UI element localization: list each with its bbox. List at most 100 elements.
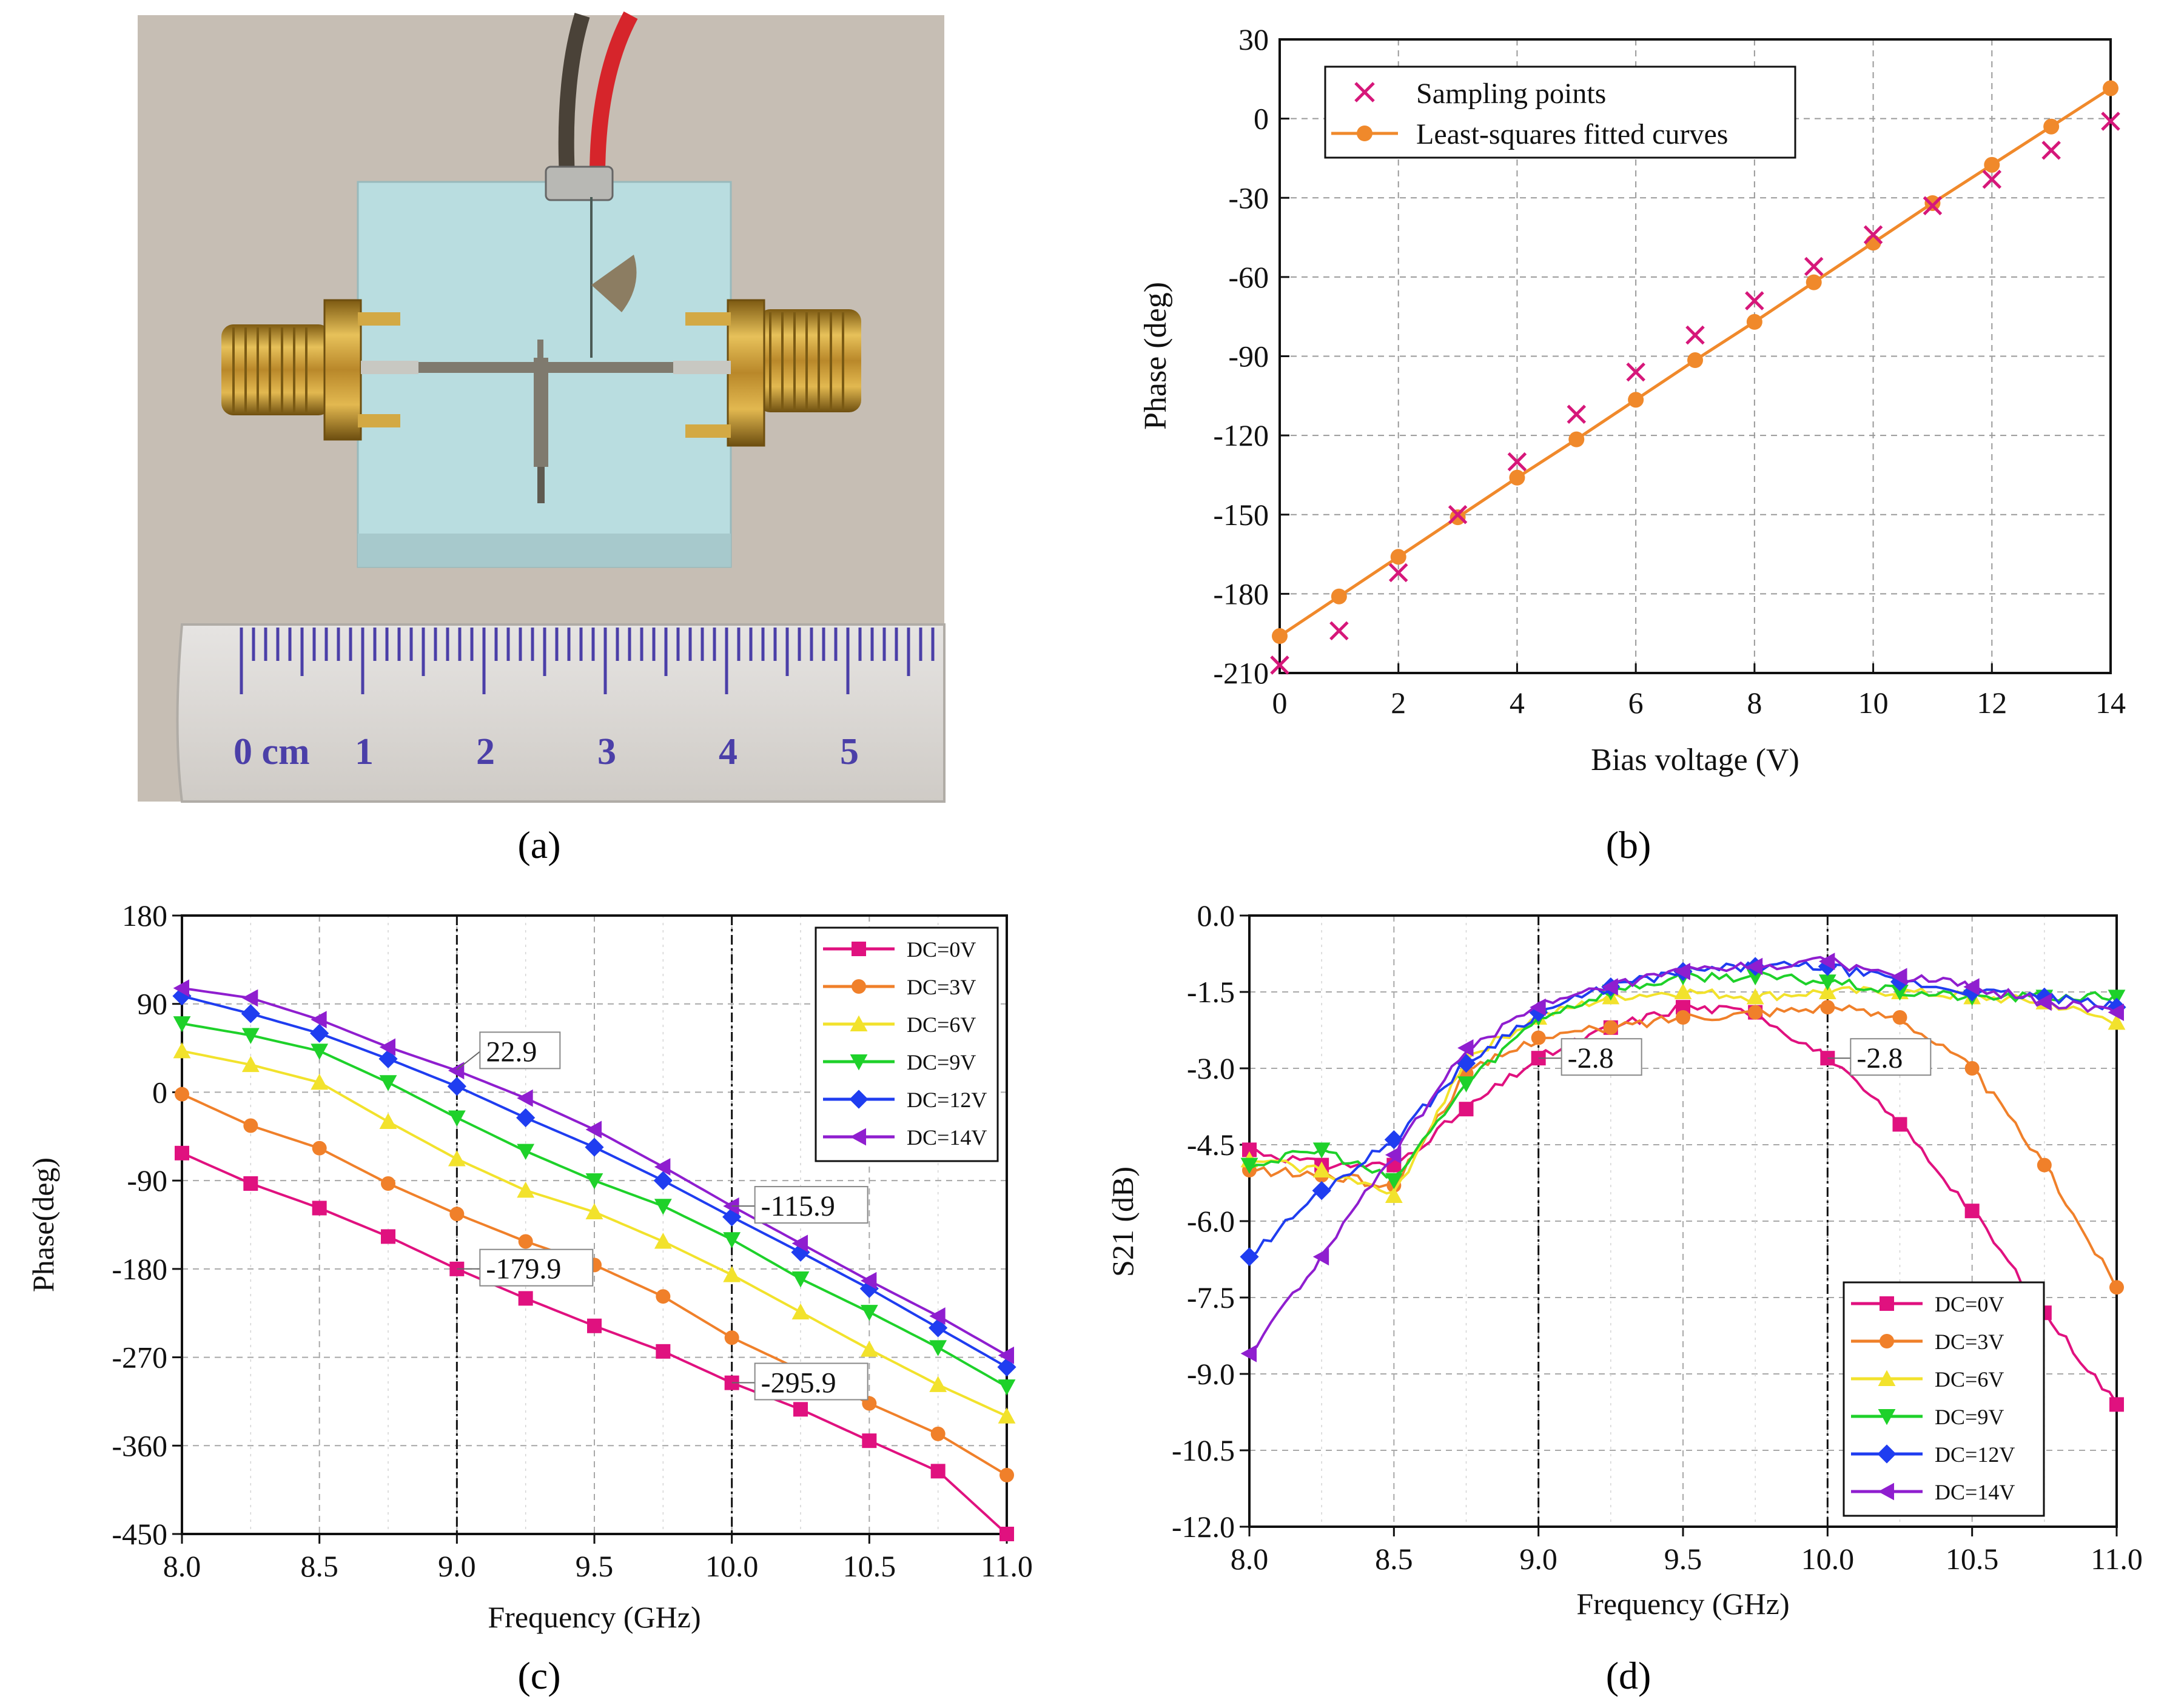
series-point (518, 1291, 533, 1306)
sampling-point (1567, 404, 1587, 424)
series-point (447, 1077, 466, 1096)
annotation-label: -115.9 (761, 1190, 835, 1222)
series-point (1964, 1204, 1980, 1219)
y-tick-label: -90 (1228, 340, 1269, 373)
sampling-point (1923, 196, 1943, 216)
y-tick-label: -10.5 (1172, 1433, 1235, 1467)
sampling-point (1804, 256, 1824, 276)
legend-marker-x (1354, 82, 1375, 102)
series-point (723, 1266, 741, 1282)
chart-b-legend: Sampling points Least-squares fitted cur… (1324, 65, 1796, 159)
series-point (722, 1207, 742, 1227)
series-point (1457, 1039, 1474, 1057)
series-point (724, 1330, 739, 1345)
series-point (381, 1229, 395, 1244)
legend-marker (1880, 1296, 1894, 1311)
series-point (1818, 983, 1836, 999)
fitted-point (1865, 235, 1881, 251)
series-point (723, 1232, 741, 1248)
series-point (1674, 983, 1692, 999)
ruler-label-1: 1 (355, 731, 374, 772)
x-tick-label: 11.0 (981, 1549, 1033, 1583)
x-tick-label: 9.5 (1664, 1542, 1702, 1576)
y-tick-label: 90 (137, 987, 167, 1021)
legend-label: DC=12V (1935, 1442, 2015, 1467)
y-tick-label: -4.5 (1187, 1128, 1235, 1162)
x-tick-label: 10.0 (705, 1549, 759, 1583)
series-point (312, 1140, 327, 1156)
radial-stub (591, 255, 637, 312)
fitted-point (1331, 588, 1347, 604)
legend-label: DC=3V (1935, 1330, 2004, 1354)
series-point (243, 1176, 258, 1191)
series-point (929, 1340, 947, 1356)
series-point (1240, 1247, 1259, 1267)
chart-c-x-ticks: 8.0 8.5 9.0 9.5 10.0 10.5 11.0 (163, 1534, 1033, 1583)
series-point (518, 1234, 533, 1249)
series-point (448, 1110, 466, 1127)
legend-label: DC=9V (907, 1050, 976, 1074)
chart-c-marker-lines (455, 916, 733, 1534)
y-tick-label: -150 (1213, 498, 1269, 532)
chart-c-ylabel: Phase(deg) (26, 1157, 60, 1292)
y-tick-label: -9.0 (1187, 1357, 1235, 1391)
chart-b: 0 2 4 6 8 10 12 14 -210 -180 -150 -120 -90 -60 -30 0 30… (1138, 22, 2126, 777)
sampling-point (1982, 170, 2002, 189)
x-tick-label: 9.0 (438, 1549, 476, 1583)
chart-b-legend-label-1: Least-squares fitted curves (1416, 118, 1728, 150)
series-point (1963, 978, 1980, 996)
caption-d: (d) (1606, 1654, 1651, 1697)
series-point (173, 1016, 191, 1033)
series-point (2108, 1003, 2124, 1021)
annotation-box (479, 1248, 594, 1287)
sampling-point (1626, 362, 1645, 382)
y-tick-label: -210 (1213, 656, 1269, 690)
series-point (2108, 1014, 2126, 1030)
series-point (241, 989, 258, 1007)
series-point (448, 1150, 466, 1167)
y-tick-label: -30 (1228, 181, 1269, 215)
fitted-point (1450, 509, 1466, 526)
fitted-point (1746, 313, 1762, 330)
y-tick-label: 0.0 (1197, 899, 1235, 933)
series-point (656, 1344, 671, 1359)
fitted-point (1272, 628, 1288, 645)
y-tick-label: -6.0 (1187, 1204, 1235, 1238)
series-point (311, 1011, 327, 1029)
series-point (791, 1303, 810, 1320)
x-tick-label: 10 (1858, 686, 1889, 720)
annotation-box (479, 1031, 561, 1070)
series-point (1531, 1030, 1546, 1045)
series-point (1312, 1142, 1331, 1159)
x-tick-label: 2 (1391, 686, 1406, 720)
series-point (1385, 1146, 1402, 1164)
series-point (860, 1305, 878, 1321)
series-point (929, 1376, 947, 1392)
x-tick-label: 11.0 (2091, 1542, 2143, 1576)
fitted-point (1806, 274, 1822, 290)
y-tick-label: -7.5 (1187, 1281, 1235, 1314)
legend-label: DC=14V (1935, 1480, 2015, 1504)
series-point (311, 1043, 329, 1060)
series-point (310, 1023, 329, 1043)
annotation-leader (456, 1051, 480, 1071)
series-point (1891, 968, 1907, 986)
x-tick-label: 10.0 (1801, 1542, 1855, 1576)
ruler-label-2: 2 (476, 731, 495, 772)
series-point (1818, 953, 1835, 970)
chart-b-ylabel: Phase (deg) (1138, 282, 1173, 430)
chart-c-y-ticks: -450 -360 -270 -180 -90 0 90 180 (112, 899, 182, 1551)
legend-marker (852, 942, 866, 956)
series-point (1891, 985, 1909, 1001)
x-tick-label: 8.0 (163, 1549, 201, 1583)
y-tick-label: -60 (1228, 260, 1269, 294)
x-tick-label: 8.5 (300, 1549, 338, 1583)
series-point (1676, 1010, 1690, 1025)
annotation-label: -2.8 (1856, 1042, 1903, 1074)
series-point (173, 979, 189, 997)
series-point (516, 1108, 536, 1128)
series-point (998, 1346, 1014, 1364)
annotation-label: -179.9 (486, 1253, 561, 1285)
x-tick-label: 8 (1747, 686, 1762, 720)
